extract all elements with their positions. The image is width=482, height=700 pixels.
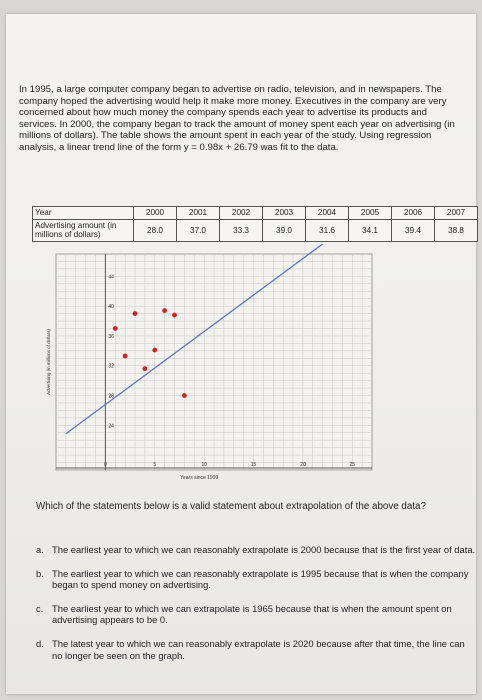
amount-cell: 39.0 [262, 218, 306, 242]
worksheet-page: In 1995, a large computer company began … [6, 14, 478, 694]
choice-letter: a. [36, 544, 44, 555]
x-tick-label: 10 [201, 462, 207, 468]
x-tick-label: 25 [349, 462, 355, 468]
x-tick-label: 15 [251, 462, 257, 468]
year-cell: 2004 [305, 206, 349, 220]
amount-cell: 31.6 [305, 218, 349, 242]
data-point [181, 393, 187, 398]
choice-text: The earliest year to which we can extrap… [52, 602, 452, 626]
year-cell: 2005 [348, 206, 392, 220]
data-point [162, 308, 168, 314]
data-point [132, 311, 138, 316]
amount-cell: 39.4 [391, 218, 435, 242]
choice-b[interactable]: b. The earliest year to which we can rea… [36, 568, 476, 591]
amount-cell: 34.1 [348, 218, 392, 242]
y-tick-label: 32 [108, 364, 114, 370]
y-axis-label: Advertising (in millions of dollars) [46, 329, 51, 395]
answer-choices: a. The earliest year to which we can rea… [36, 544, 476, 673]
choice-text: The earliest year to which we can reason… [52, 567, 469, 591]
year-cell: 2003 [262, 206, 306, 220]
year-row-label: Year [32, 206, 134, 220]
choice-letter: b. [36, 567, 44, 579]
year-cell: 2006 [391, 206, 435, 220]
trend-line [65, 244, 324, 435]
question-text: Which of the statements below is a valid… [36, 501, 426, 512]
y-tick-label: 28 [108, 394, 114, 400]
amount-cell: 37.0 [176, 218, 220, 242]
choice-a[interactable]: a. The earliest year to which we can rea… [36, 544, 476, 556]
year-cell: 2001 [176, 206, 220, 220]
year-cell: 2002 [219, 206, 263, 220]
year-cell: 2000 [133, 206, 177, 220]
amount-row-label: Advertising amount (in millions of dolla… [32, 218, 134, 242]
y-tick-label: 36 [108, 334, 114, 340]
amount-cell: 28.0 [133, 218, 177, 242]
data-point [172, 312, 177, 318]
x-tick-label: 0 [104, 462, 107, 468]
data-point [152, 347, 158, 353]
x-axis-label: Years since 1999 [180, 475, 218, 481]
amount-row: Advertising amount (in millions of dolla… [32, 218, 478, 242]
x-tick-label: 5 [153, 462, 156, 468]
amount-cell: 33.3 [219, 218, 263, 242]
y-tick-label: 24 [108, 423, 114, 429]
amount-cell: 38.8 [434, 218, 478, 242]
choice-letter: c. [36, 602, 44, 614]
choice-c[interactable]: c. The earliest year to which we can ext… [36, 603, 476, 626]
data-point [112, 326, 118, 331]
choice-letter: d. [36, 637, 44, 649]
scatter-graph: 0 5 10 15 20 25 44 40 36 32 28 24 Years since 1999 Ad… [46, 244, 373, 481]
data-point [142, 366, 148, 372]
choice-text: The earliest year to which we can reason… [52, 544, 476, 555]
year-cell: 2007 [434, 206, 478, 220]
choice-d[interactable]: d. The latest year to which we can reaso… [36, 638, 476, 661]
choice-text: The latest year to which we can reasonab… [52, 637, 465, 661]
advertising-table: Year 2000 2001 2002 2003 2004 2005 2006 … [32, 206, 478, 242]
y-tick-label: 44 [108, 274, 114, 280]
x-tick-label: 20 [300, 462, 306, 468]
year-row: Year 2000 2001 2002 2003 2004 2005 2006 … [32, 206, 478, 220]
problem-statement: In 1995, a large computer company began … [19, 84, 455, 153]
data-point [122, 353, 128, 359]
y-tick-label: 40 [108, 304, 114, 310]
